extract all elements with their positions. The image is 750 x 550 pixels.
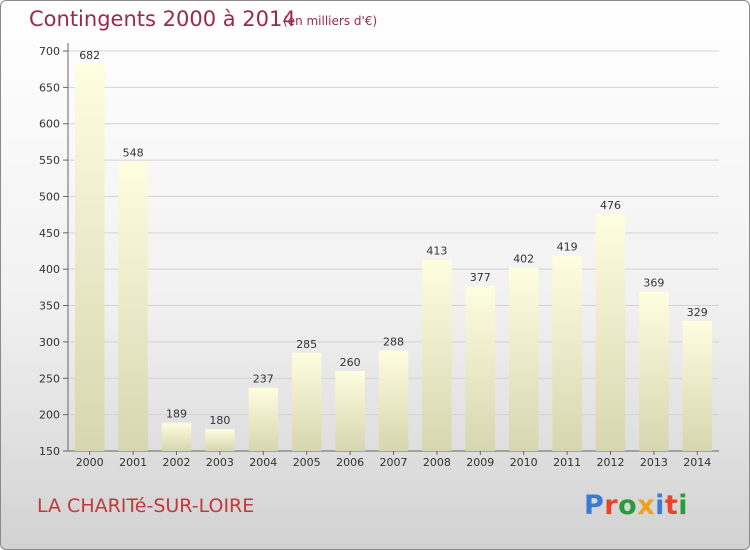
logo-letter: i: [678, 490, 689, 521]
bar: [552, 255, 582, 451]
y-tick-label: 150: [39, 445, 60, 458]
bar: [378, 350, 409, 451]
logo-letter: o: [618, 490, 638, 521]
bar: [465, 285, 496, 451]
x-tick-label: 2014: [683, 456, 711, 469]
y-tick-label: 650: [39, 81, 60, 94]
y-tick-label: 700: [39, 45, 60, 58]
bar-value-label: 285: [296, 338, 317, 351]
x-tick-label: 2008: [423, 456, 451, 469]
x-tick-label: 2011: [553, 456, 581, 469]
bar: [639, 291, 669, 451]
bar-value-label: 288: [383, 336, 404, 349]
bar: [422, 259, 452, 451]
bar-chart: 150 200 250 300 350 400 450 500 550 600 650 700 682 2…: [39, 43, 719, 469]
logo-letter: x: [637, 490, 656, 521]
x-tick-label: 2002: [163, 456, 191, 469]
y-tick-label: 300: [39, 336, 60, 349]
bar-value-label: 237: [253, 373, 274, 386]
logo-letter: t: [664, 490, 679, 521]
bar: [508, 267, 539, 451]
bar: [205, 429, 235, 451]
bar: [335, 371, 365, 451]
chart-subtitle: (en milliers d'€): [283, 14, 378, 28]
bar-value-label: 377: [470, 271, 491, 284]
y-tick-label: 200: [39, 409, 60, 422]
bar: [118, 161, 148, 451]
x-tick-label: 2010: [510, 456, 538, 469]
logo-letter: r: [604, 490, 619, 521]
bar: [595, 213, 626, 451]
x-tick-label: 2012: [597, 456, 625, 469]
bar-value-label: 419: [557, 240, 578, 253]
y-tick-label: 250: [39, 372, 60, 385]
bar-value-label: 413: [426, 245, 447, 258]
bar: [161, 422, 192, 451]
bar-value-label: 180: [209, 414, 230, 427]
bar-value-label: 369: [643, 277, 664, 290]
y-tick-label: 400: [39, 263, 60, 276]
bar: [682, 320, 713, 451]
chart-title: Contingents 2000 à 2014: [29, 7, 296, 31]
x-tick-label: 2009: [466, 456, 494, 469]
bar-value-label: 402: [513, 253, 534, 266]
x-tick-label: 2001: [119, 456, 147, 469]
logo-letter: P: [584, 490, 605, 521]
x-tick-label: 2003: [206, 456, 234, 469]
y-tick-label: 450: [39, 227, 60, 240]
x-tick-label: 2007: [380, 456, 408, 469]
bar-value-label: 329: [687, 306, 708, 319]
bar: [74, 64, 105, 451]
bar: [248, 387, 279, 451]
x-tick-label: 2006: [336, 456, 364, 469]
x-tick-label: 2005: [293, 456, 321, 469]
bar-value-label: 548: [123, 147, 144, 160]
logo-letter: i: [655, 490, 665, 521]
x-tick-label: 2013: [640, 456, 668, 469]
bar-value-label: 476: [600, 199, 621, 212]
bar: [291, 352, 322, 451]
y-tick-label: 550: [39, 154, 60, 167]
x-tick-label: 2004: [249, 456, 277, 469]
bar-value-label: 260: [340, 356, 361, 369]
y-tick-label: 500: [39, 190, 60, 203]
town-name: LA CHARITé-SUR-LOIRE: [37, 495, 255, 517]
y-tick-label: 350: [39, 300, 60, 313]
bar-value-label: 189: [166, 408, 187, 421]
proxiti-logo[interactable]: Proxiti: [584, 490, 688, 521]
y-tick-label: 600: [39, 118, 60, 131]
bar-value-label: 682: [79, 49, 100, 62]
x-tick-label: 2000: [76, 456, 104, 469]
